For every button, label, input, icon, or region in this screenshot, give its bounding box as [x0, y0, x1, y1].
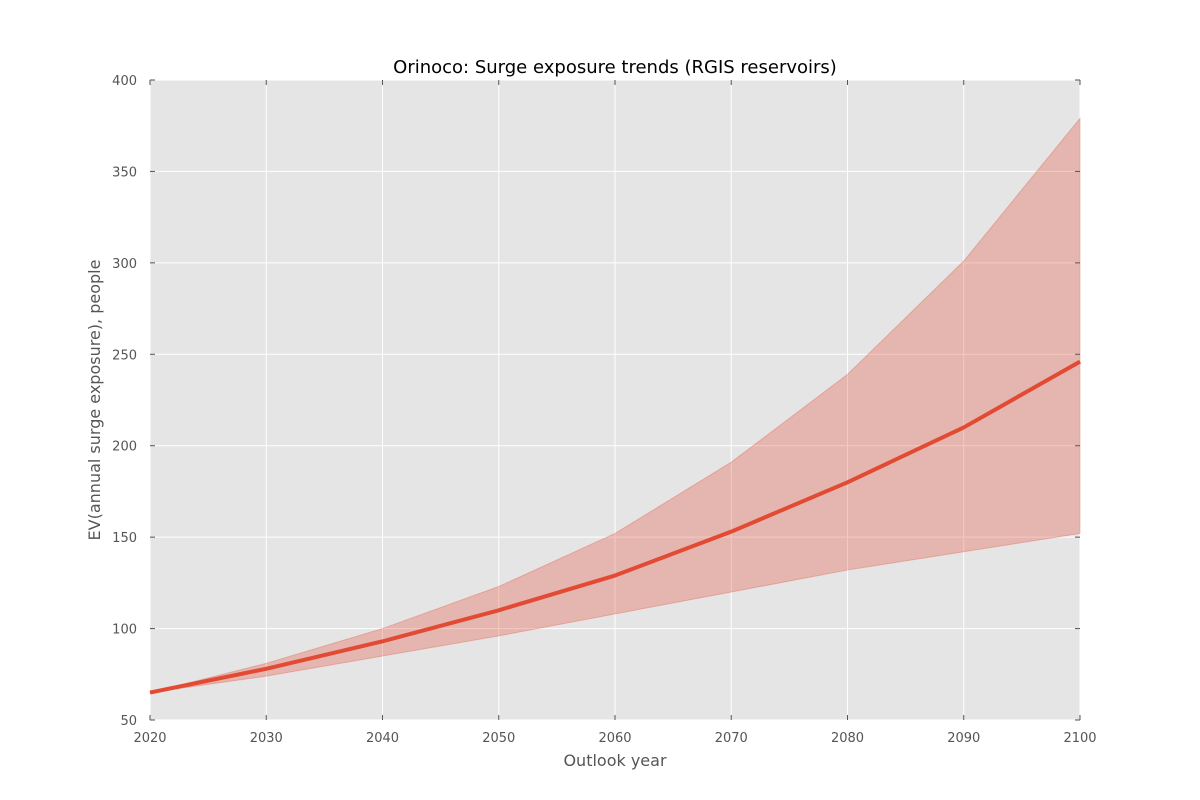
x-tick-label: 2040	[366, 731, 399, 746]
x-tick-label: 2080	[831, 731, 864, 746]
x-axis-label: Outlook year	[563, 751, 667, 770]
uncertainty-band	[149, 116, 1081, 694]
y-axis-label: EV(annual surge exposure), people	[85, 260, 104, 541]
y-tick-label: 350	[112, 165, 137, 180]
x-tick-label: 2100	[1063, 731, 1096, 746]
y-tick-label: 200	[112, 440, 137, 455]
y-tick-label: 50	[120, 714, 137, 729]
x-tick-label: 2090	[947, 731, 980, 746]
y-tick-label: 100	[112, 623, 137, 638]
y-tick-label: 400	[112, 74, 137, 89]
y-tick-label: 150	[112, 531, 137, 546]
x-tick-label: 2060	[598, 731, 631, 746]
y-tick-label: 300	[112, 257, 137, 272]
central-trend-line	[149, 359, 1081, 695]
x-tick-label: 2030	[250, 731, 283, 746]
y-tick-label: 250	[112, 348, 137, 363]
chart-title: Orinoco: Surge exposure trends (RGIS res…	[393, 57, 837, 78]
x-tick-label: 2050	[482, 731, 515, 746]
x-tick-label: 2070	[715, 731, 748, 746]
axis-tick-labels: 2020 2030 2040 2050 2060 2070 2080 2090 2100 50 10…	[112, 74, 1096, 746]
x-tick-label: 2020	[133, 731, 166, 746]
axis-ticks	[149, 79, 1081, 721]
